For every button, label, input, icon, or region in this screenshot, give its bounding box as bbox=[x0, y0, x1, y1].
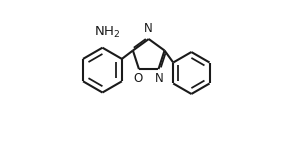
Text: NH$_2$: NH$_2$ bbox=[94, 25, 121, 40]
Text: N: N bbox=[144, 22, 153, 35]
Text: O: O bbox=[133, 72, 143, 85]
Text: N: N bbox=[155, 72, 164, 85]
